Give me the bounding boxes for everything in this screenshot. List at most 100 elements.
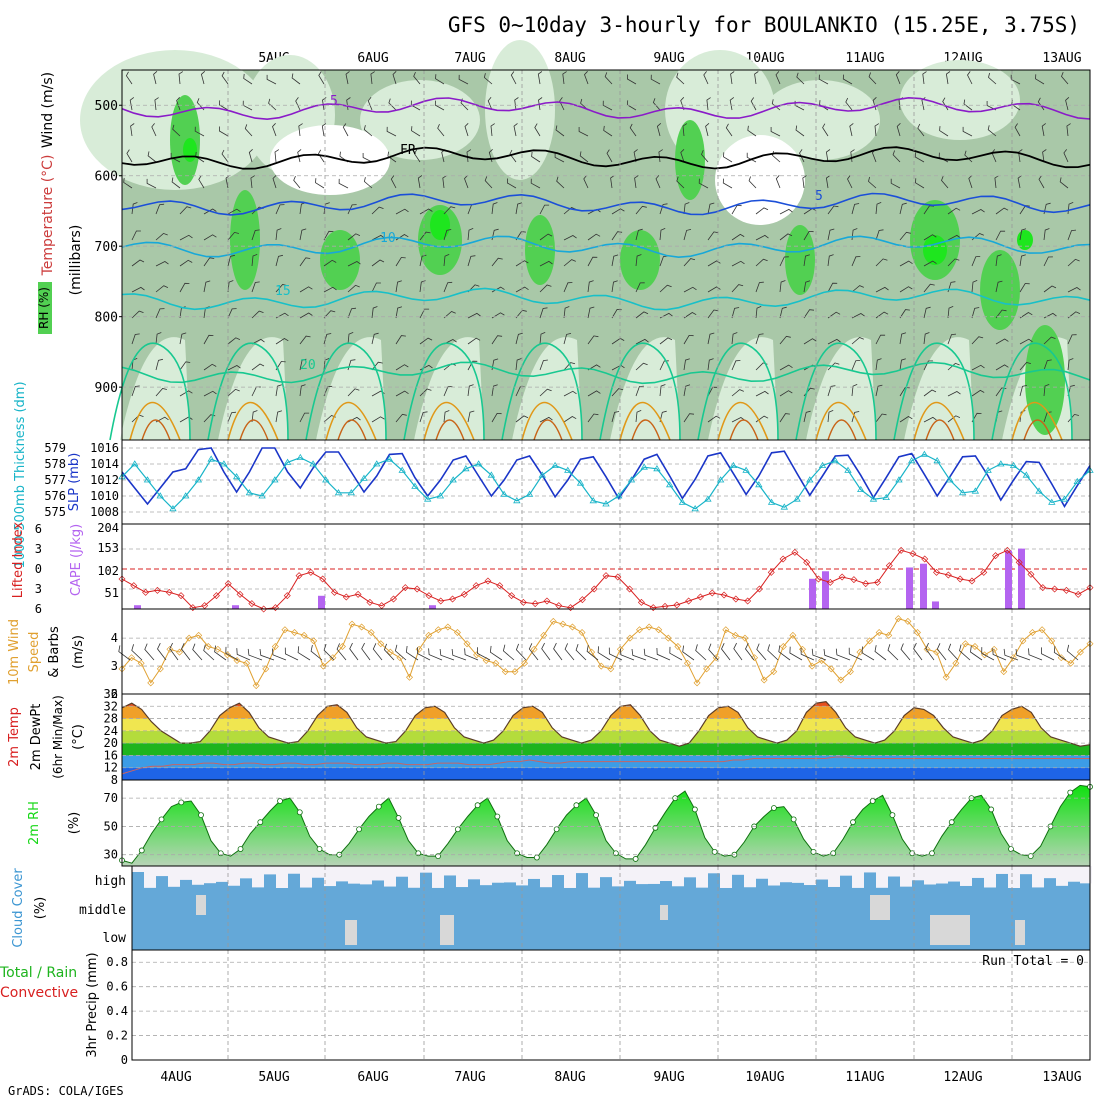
wind-speed-marker [770, 668, 778, 676]
wind-barb [971, 209, 985, 215]
thickness-marker [538, 471, 547, 478]
wind-barb [539, 233, 553, 241]
wind-barb [464, 123, 469, 137]
thickness-marker [958, 489, 967, 496]
wind-speed-marker [568, 623, 576, 631]
wind-barb [683, 334, 694, 345]
wind-barb [683, 258, 696, 267]
wind-barb [995, 387, 1007, 397]
wind-axis-label-3: & Barbs [47, 626, 62, 678]
wind-axis-label-4: (m/s) [71, 635, 86, 669]
wind-barb [179, 390, 193, 397]
wind-barb [218, 100, 229, 111]
lifted-index-marker [838, 573, 846, 581]
wind-barb [323, 333, 332, 345]
wind-barb [971, 256, 981, 267]
low-cloud-gap [345, 920, 357, 945]
wind-barb [795, 125, 805, 137]
thickness-marker [640, 463, 648, 470]
thickness-marker [513, 497, 521, 504]
wind-barb-10m [643, 648, 659, 661]
wind-barb [371, 306, 378, 319]
temp-contour-arch [325, 401, 377, 441]
wind-speed-marker [674, 643, 682, 651]
wind-barb [659, 337, 673, 345]
wind-barb [875, 286, 889, 293]
wind-barb [299, 312, 313, 319]
lifted-index-marker [189, 604, 197, 612]
wind-barb [652, 98, 661, 111]
wind-barb [386, 126, 397, 137]
high-cloud-gap [588, 866, 600, 888]
wind-speed-marker [549, 617, 557, 625]
temp-contour-line [121, 287, 1091, 311]
temp-contour-line [121, 192, 1091, 216]
high-cloud-gap [804, 866, 816, 886]
wind-barb [899, 231, 911, 241]
thickness-marker [1022, 471, 1031, 478]
wind-barb [419, 308, 430, 319]
top-day-labels: 4AUG5AUG6AUG7AUG8AUG9AUG10AUG11AUG12AUG1… [160, 51, 1081, 66]
day-label-top: 8AUG [554, 51, 585, 66]
wind-barb-10m [477, 647, 491, 661]
high-cloud-gap [396, 866, 408, 877]
thickness-marker [716, 476, 725, 483]
wind-barb [707, 202, 715, 215]
wind-barb [458, 74, 469, 85]
wind-barb [362, 153, 373, 163]
wind-barb [154, 97, 159, 111]
high-cloud-gap [888, 866, 900, 877]
wind-barb-10m [745, 643, 755, 661]
temp-line [121, 701, 1091, 747]
wind-speed-marker [664, 634, 672, 642]
wind-barb [827, 410, 834, 423]
wind-barb-10m [297, 646, 311, 661]
wind-barb [827, 205, 839, 215]
wind-barb [563, 207, 576, 215]
thickness-marker [220, 460, 228, 467]
wind-barb [466, 149, 472, 163]
thickness-marker [283, 458, 292, 465]
wind-barb [315, 178, 325, 189]
thickness-marker [920, 450, 929, 457]
wind-barb [563, 259, 576, 267]
lifted-tick-label: 3 [35, 582, 42, 596]
wind-barb [395, 306, 403, 319]
thickness-marker [258, 492, 266, 499]
wind-barb [563, 282, 573, 293]
wind-barb [227, 337, 241, 345]
high-cloud-gap [936, 866, 948, 884]
temp-axis-label-1: 2m Temp [7, 707, 22, 767]
wind-speed-marker [1057, 654, 1065, 662]
wind-barb [771, 99, 781, 111]
rh-moist-region [620, 230, 660, 290]
wind-barb [779, 208, 793, 215]
wind-barb [244, 124, 253, 137]
rh-line [121, 784, 1091, 864]
wind-barb-10m [336, 643, 347, 661]
wind-barb-10m [541, 642, 551, 661]
high-cloud-gap [1008, 866, 1020, 888]
wind-speed-marker [415, 645, 423, 653]
wind-barb [419, 254, 427, 267]
rh-boundary-layer [806, 337, 876, 440]
wind-barb-10m [515, 643, 527, 661]
lifted-index-marker [956, 575, 964, 583]
lifted-index-marker [531, 600, 539, 608]
wind-speed-marker [904, 617, 912, 625]
wind-barb [772, 151, 781, 163]
wind-barb [779, 233, 793, 241]
wind-barb [587, 306, 595, 319]
wind-barb [563, 333, 572, 345]
wind-barb [923, 306, 931, 319]
lifted-index-marker [944, 571, 952, 579]
temp-contour-arch [619, 401, 671, 441]
thickness-marker [653, 465, 661, 472]
wind-barb [683, 358, 690, 371]
wind-barb [563, 390, 577, 397]
wind-barb [318, 71, 325, 85]
wind-barb [411, 126, 421, 137]
rh-axis-label: RH (%) [37, 287, 51, 329]
cape-bar [822, 571, 829, 609]
wind-barb [680, 149, 685, 163]
